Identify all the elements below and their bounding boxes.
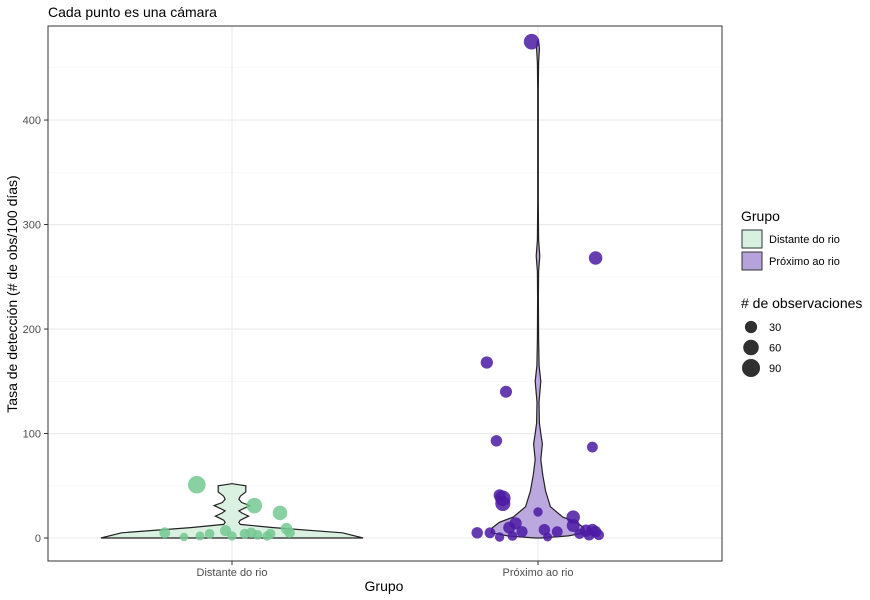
y-tick-label: 400 xyxy=(23,115,41,127)
data-point xyxy=(495,495,511,512)
point-layer xyxy=(159,33,605,542)
legend-size-key xyxy=(744,320,758,334)
legend-size-title: # de observaciones xyxy=(741,295,862,311)
y-tick-label: 300 xyxy=(23,220,41,232)
chart-title: Cada punto es una cámara xyxy=(48,4,217,20)
legend-fill-title: Grupo xyxy=(741,208,780,224)
x-axis-title: Grupo xyxy=(365,578,404,594)
data-point xyxy=(265,528,276,539)
y-axis-title: Tasa de detección (# de obs/100 días) xyxy=(4,175,20,412)
plot-border xyxy=(47,25,723,562)
legend-size-key xyxy=(741,358,761,378)
legend-fill-label: Distante do rio xyxy=(769,234,840,246)
data-point xyxy=(543,532,553,542)
panel-border xyxy=(47,25,723,562)
data-point xyxy=(593,529,605,541)
data-point xyxy=(533,507,543,517)
data-point xyxy=(490,435,503,447)
x-tick-label: Próximo ao rio xyxy=(503,567,574,579)
data-point xyxy=(204,528,215,539)
data-point xyxy=(471,527,483,539)
violin-distante xyxy=(100,483,364,539)
legend-size-label: 60 xyxy=(769,343,781,355)
legend-size-key xyxy=(743,339,759,356)
data-point xyxy=(507,531,518,541)
data-point xyxy=(179,532,189,542)
legend-fill-key xyxy=(741,229,763,249)
data-point xyxy=(588,251,603,265)
legend-size-label: 30 xyxy=(769,322,781,334)
y-tick-label: 0 xyxy=(35,533,41,545)
data-point xyxy=(551,526,563,538)
y-axis: 0 100 200 300 400 xyxy=(23,115,48,545)
y-tick-label: 200 xyxy=(23,324,41,336)
data-point xyxy=(187,475,206,494)
legend: Grupo # de observaciones Distante do rio… xyxy=(741,208,862,378)
data-point xyxy=(484,527,496,539)
legend-size-label: 90 xyxy=(769,363,781,375)
plot-panel xyxy=(48,26,722,561)
data-point xyxy=(195,531,205,541)
data-point xyxy=(227,531,237,541)
legend-fill-label: Próximo ao rio xyxy=(769,256,840,268)
data-point xyxy=(586,441,598,453)
data-point xyxy=(503,521,516,534)
data-point xyxy=(252,530,263,540)
y-tick-label: 100 xyxy=(23,429,41,441)
data-point xyxy=(499,385,513,398)
x-axis: Distante do rio Próximo ao rio xyxy=(197,561,574,579)
data-point xyxy=(284,527,295,539)
data-point xyxy=(159,527,171,539)
data-point xyxy=(516,526,528,538)
data-point xyxy=(566,519,580,532)
x-tick-label: Distante do rio xyxy=(197,567,268,579)
legend-fill-key xyxy=(741,251,763,271)
data-point xyxy=(494,532,505,542)
data-point xyxy=(523,33,540,50)
data-point xyxy=(246,497,263,514)
data-point xyxy=(272,505,288,521)
data-point xyxy=(480,356,493,369)
plot-background xyxy=(48,26,722,561)
